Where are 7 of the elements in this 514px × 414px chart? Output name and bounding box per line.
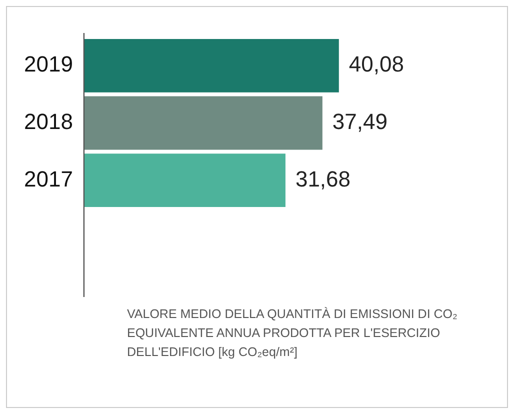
text: VALORE MEDIO DELLA QUANTITÀ DI EMISSIONI DI CO₂ EQUIVALENTE ANNUA PRODOTTA PER L'ESERCIZIO DELL'EDIFICIO [kg CO₂eq/m²] [127,306,458,361]
data-label: 37,49 [332,109,388,134]
y-tick-label: 2019 [24,52,73,77]
y-tick-label: 2018 [24,109,73,134]
data-label: 40,08 [348,52,404,77]
data-label: 31,68 [295,166,351,192]
y-tick-label: 2017 [24,166,73,192]
